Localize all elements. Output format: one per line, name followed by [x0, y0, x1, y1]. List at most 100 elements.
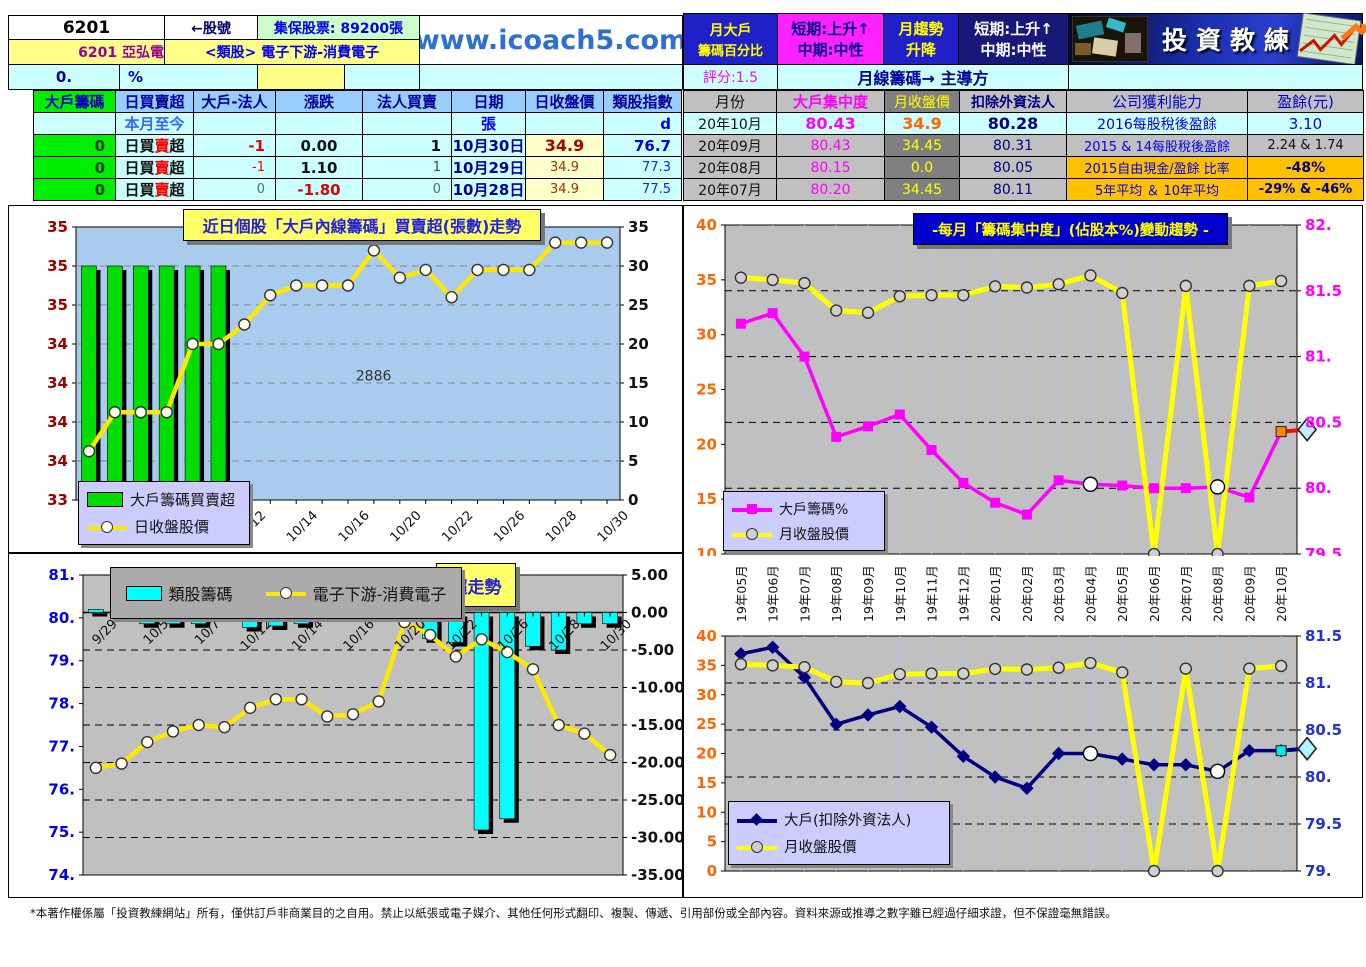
table-cell[interactable]: 日買賣超 [115, 90, 194, 113]
table-cell[interactable]: 76.7 [603, 134, 682, 157]
table-cell[interactable]: 1 [362, 134, 452, 157]
table-cell[interactable]: 類股指數 [603, 90, 682, 113]
table-cell[interactable]: 2.24 & 1.74 [1247, 134, 1364, 157]
table-cell[interactable]: -1.80 [275, 178, 363, 201]
table-cell[interactable]: 0 [33, 134, 116, 157]
monthly-exf-legend: 大戶(扣除外資法人) 月收盤股價 [728, 801, 950, 865]
daily-chart-legend: 大戶籌碼買賣超 日收盤股價 [78, 481, 250, 545]
table-cell[interactable] [275, 112, 363, 135]
table-cell[interactable]: 日期 [451, 90, 526, 113]
table-cell[interactable]: -1 [193, 156, 276, 179]
table-cell[interactable]: 10月28日 [451, 178, 526, 201]
pct-sign-cell[interactable]: % [119, 64, 258, 90]
table-cell[interactable]: 34.9 [525, 178, 604, 201]
table-cell[interactable]: 大戶-法人 [193, 90, 276, 113]
table-cell[interactable]: 10月29日 [451, 156, 526, 179]
table-cell[interactable]: 34.9 [525, 156, 604, 179]
table-cell[interactable]: 5年平均 ＆ 10年平均 [1066, 178, 1248, 201]
table-cell[interactable]: 77.3 [603, 156, 682, 179]
table-cell[interactable]: 法人買賣 [362, 90, 452, 113]
empty-cyan-cell[interactable] [344, 64, 420, 90]
empty-cyan-strip[interactable] [419, 64, 683, 90]
table-cell[interactable]: 20年10月 [683, 112, 777, 135]
table-cell[interactable] [362, 112, 452, 135]
table-cell[interactable]: 20年07月 [683, 178, 777, 201]
table-cell[interactable]: 2015 & 14每股稅後盈餘 [1066, 134, 1248, 157]
custody-shares-cell[interactable]: 集保股票: 89200張 [257, 15, 420, 40]
table-cell[interactable]: 漲跌 [275, 90, 363, 113]
table-cell[interactable]: 80.20 [776, 178, 885, 201]
table-cell[interactable]: 34.9 [525, 134, 604, 157]
svg-text:20年03月: 20年03月 [1052, 565, 1067, 622]
table-cell[interactable]: 1.10 [275, 156, 363, 179]
table-cell[interactable]: -29% & -46% [1247, 178, 1364, 201]
table-cell[interactable]: 月收盤價 [884, 90, 960, 113]
table-cell[interactable]: 80.15 [776, 156, 885, 179]
month-axis-labels: 19年05月 19年06月 19年07月 19年08月 19年09月 19年10月 19年1… [734, 565, 1289, 622]
table-cell[interactable]: 日收盤價 [525, 90, 604, 113]
table-cell[interactable] [525, 112, 604, 135]
table-cell[interactable]: 張 [451, 112, 526, 135]
svg-text:80.: 80. [48, 609, 75, 627]
table-cell[interactable]: 80.43 [776, 134, 885, 157]
svg-text:20年01月: 20年01月 [988, 565, 1003, 622]
table-cell[interactable]: 80.05 [959, 156, 1067, 179]
svg-text:0: 0 [628, 491, 638, 509]
table-cell[interactable]: 盈餘(元) [1247, 90, 1364, 113]
table-cell[interactable]: 本月至今 [115, 112, 194, 135]
table-cell[interactable]: 公司獲利能力 [1066, 90, 1248, 113]
stock-name-cell[interactable]: 6201 亞弘電 [8, 39, 165, 65]
table-cell[interactable]: 34.45 [884, 134, 960, 157]
table-cell[interactable]: 0 [193, 178, 276, 201]
stock-id-cell[interactable]: 6201 [8, 15, 165, 40]
score-cell[interactable]: 評分:1.5 [683, 64, 778, 90]
table-cell[interactable] [193, 112, 276, 135]
table-cell[interactable]: 0 [362, 178, 452, 201]
svg-text:10/20: 10/20 [388, 508, 425, 545]
table-cell[interactable]: -1 [193, 134, 276, 157]
table-cell[interactable]: 80.43 [776, 112, 885, 135]
monthly-lead-cell[interactable]: 月線籌碼→ 主導方 [777, 64, 1069, 90]
month-trend-banner: 月趨勢 升降 [883, 13, 959, 65]
svg-text:10/22: 10/22 [439, 508, 476, 545]
table-cell[interactable]: 1 [362, 156, 452, 179]
table-cell[interactable]: 日買賣超 [115, 134, 194, 157]
table-cell[interactable]: 日買賣超 [115, 178, 194, 201]
svg-text:35: 35 [47, 296, 68, 314]
table-cell[interactable]: 月份 [683, 90, 777, 113]
table-cell[interactable]: 80.31 [959, 134, 1067, 157]
pct-value-cell[interactable]: 0. [8, 64, 120, 90]
table-cell[interactable]: 大戶籌碼 [33, 90, 116, 113]
svg-text:25: 25 [696, 715, 717, 733]
empty-cyan-cell-right[interactable] [1068, 64, 1363, 90]
table-cell[interactable]: 80.11 [959, 178, 1067, 201]
legend-label: 月收盤股價 [779, 526, 849, 543]
table-cell[interactable]: 20年09月 [683, 134, 777, 157]
table-cell[interactable]: 3.10 [1247, 112, 1364, 135]
svg-text:40: 40 [696, 216, 717, 234]
table-cell[interactable]: 77.5 [603, 178, 682, 201]
svg-text:-20.00: -20.00 [631, 754, 683, 772]
svg-text:25: 25 [696, 381, 717, 399]
table-cell[interactable]: 0.0 [884, 156, 960, 179]
empty-yellow-cell[interactable] [257, 64, 345, 90]
table-cell[interactable]: 日買賣超 [115, 156, 194, 179]
table-cell[interactable]: d [603, 112, 682, 135]
table-cell[interactable]: 20年08月 [683, 156, 777, 179]
table-cell[interactable]: 10月30日 [451, 134, 526, 157]
table-cell[interactable]: 2015自由現金/盈餘 比率 [1066, 156, 1248, 179]
table-cell[interactable]: 34.9 [884, 112, 960, 135]
table-cell[interactable]: 34.45 [884, 178, 960, 201]
table-cell[interactable]: 扣除外資法人 [959, 90, 1067, 113]
table-cell[interactable]: 80.28 [959, 112, 1067, 135]
table-cell[interactable]: 0 [33, 178, 116, 201]
table-cell[interactable]: -48% [1247, 156, 1364, 179]
table-cell[interactable]: 0.00 [275, 134, 363, 157]
table-cell[interactable]: 0 [33, 156, 116, 179]
url-link[interactable]: www.icoach5.com [419, 15, 683, 65]
sector-cell[interactable]: <類股> 電子下游-消費電子 [164, 39, 420, 65]
table-cell[interactable]: 大戶集中度 [776, 90, 885, 113]
table-cell[interactable] [33, 112, 116, 135]
table-cell[interactable]: 2016每股稅後盈餘 [1066, 112, 1248, 135]
legend-entry: 大戶籌碼買賣超 [87, 489, 241, 510]
